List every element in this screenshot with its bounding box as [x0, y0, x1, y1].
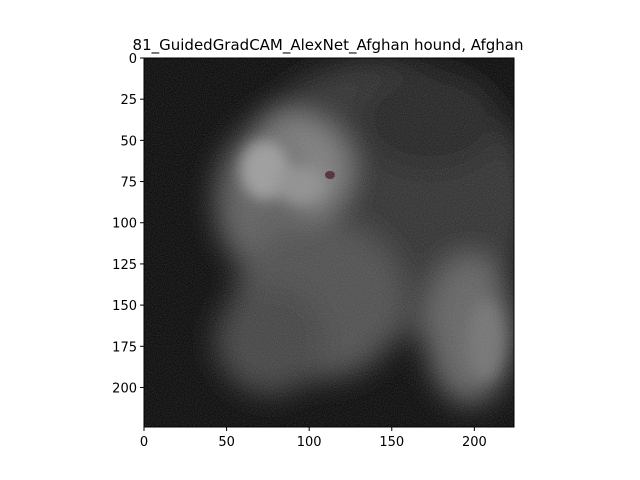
y-tick-label: 100 [112, 217, 137, 232]
y-tick-label: 200 [112, 381, 137, 396]
y-tick-label: 75 [120, 176, 137, 191]
y-axis: 0 25 50 75 100 125 150 175 200 [112, 52, 144, 396]
heatmap-image [144, 58, 514, 427]
x-tick-label: 50 [218, 435, 235, 450]
x-tick-label: 150 [379, 435, 404, 450]
x-tick-label: 100 [297, 435, 322, 450]
chart-title: 81_GuidedGradCAM_AlexNet_Afghan hound, A… [133, 36, 524, 55]
x-tick-label: 200 [462, 435, 487, 450]
y-tick-label: 150 [112, 299, 137, 314]
y-tick-label: 125 [112, 258, 137, 273]
y-tick-label: 25 [120, 93, 137, 108]
y-tick-label: 0 [129, 52, 137, 67]
texture-grain [144, 58, 514, 427]
y-tick-label: 50 [120, 134, 137, 149]
x-axis: 0 50 100 150 200 [140, 427, 487, 450]
y-tick-label: 175 [112, 340, 137, 355]
x-tick-label: 0 [140, 435, 148, 450]
axes-frame [143, 57, 515, 428]
